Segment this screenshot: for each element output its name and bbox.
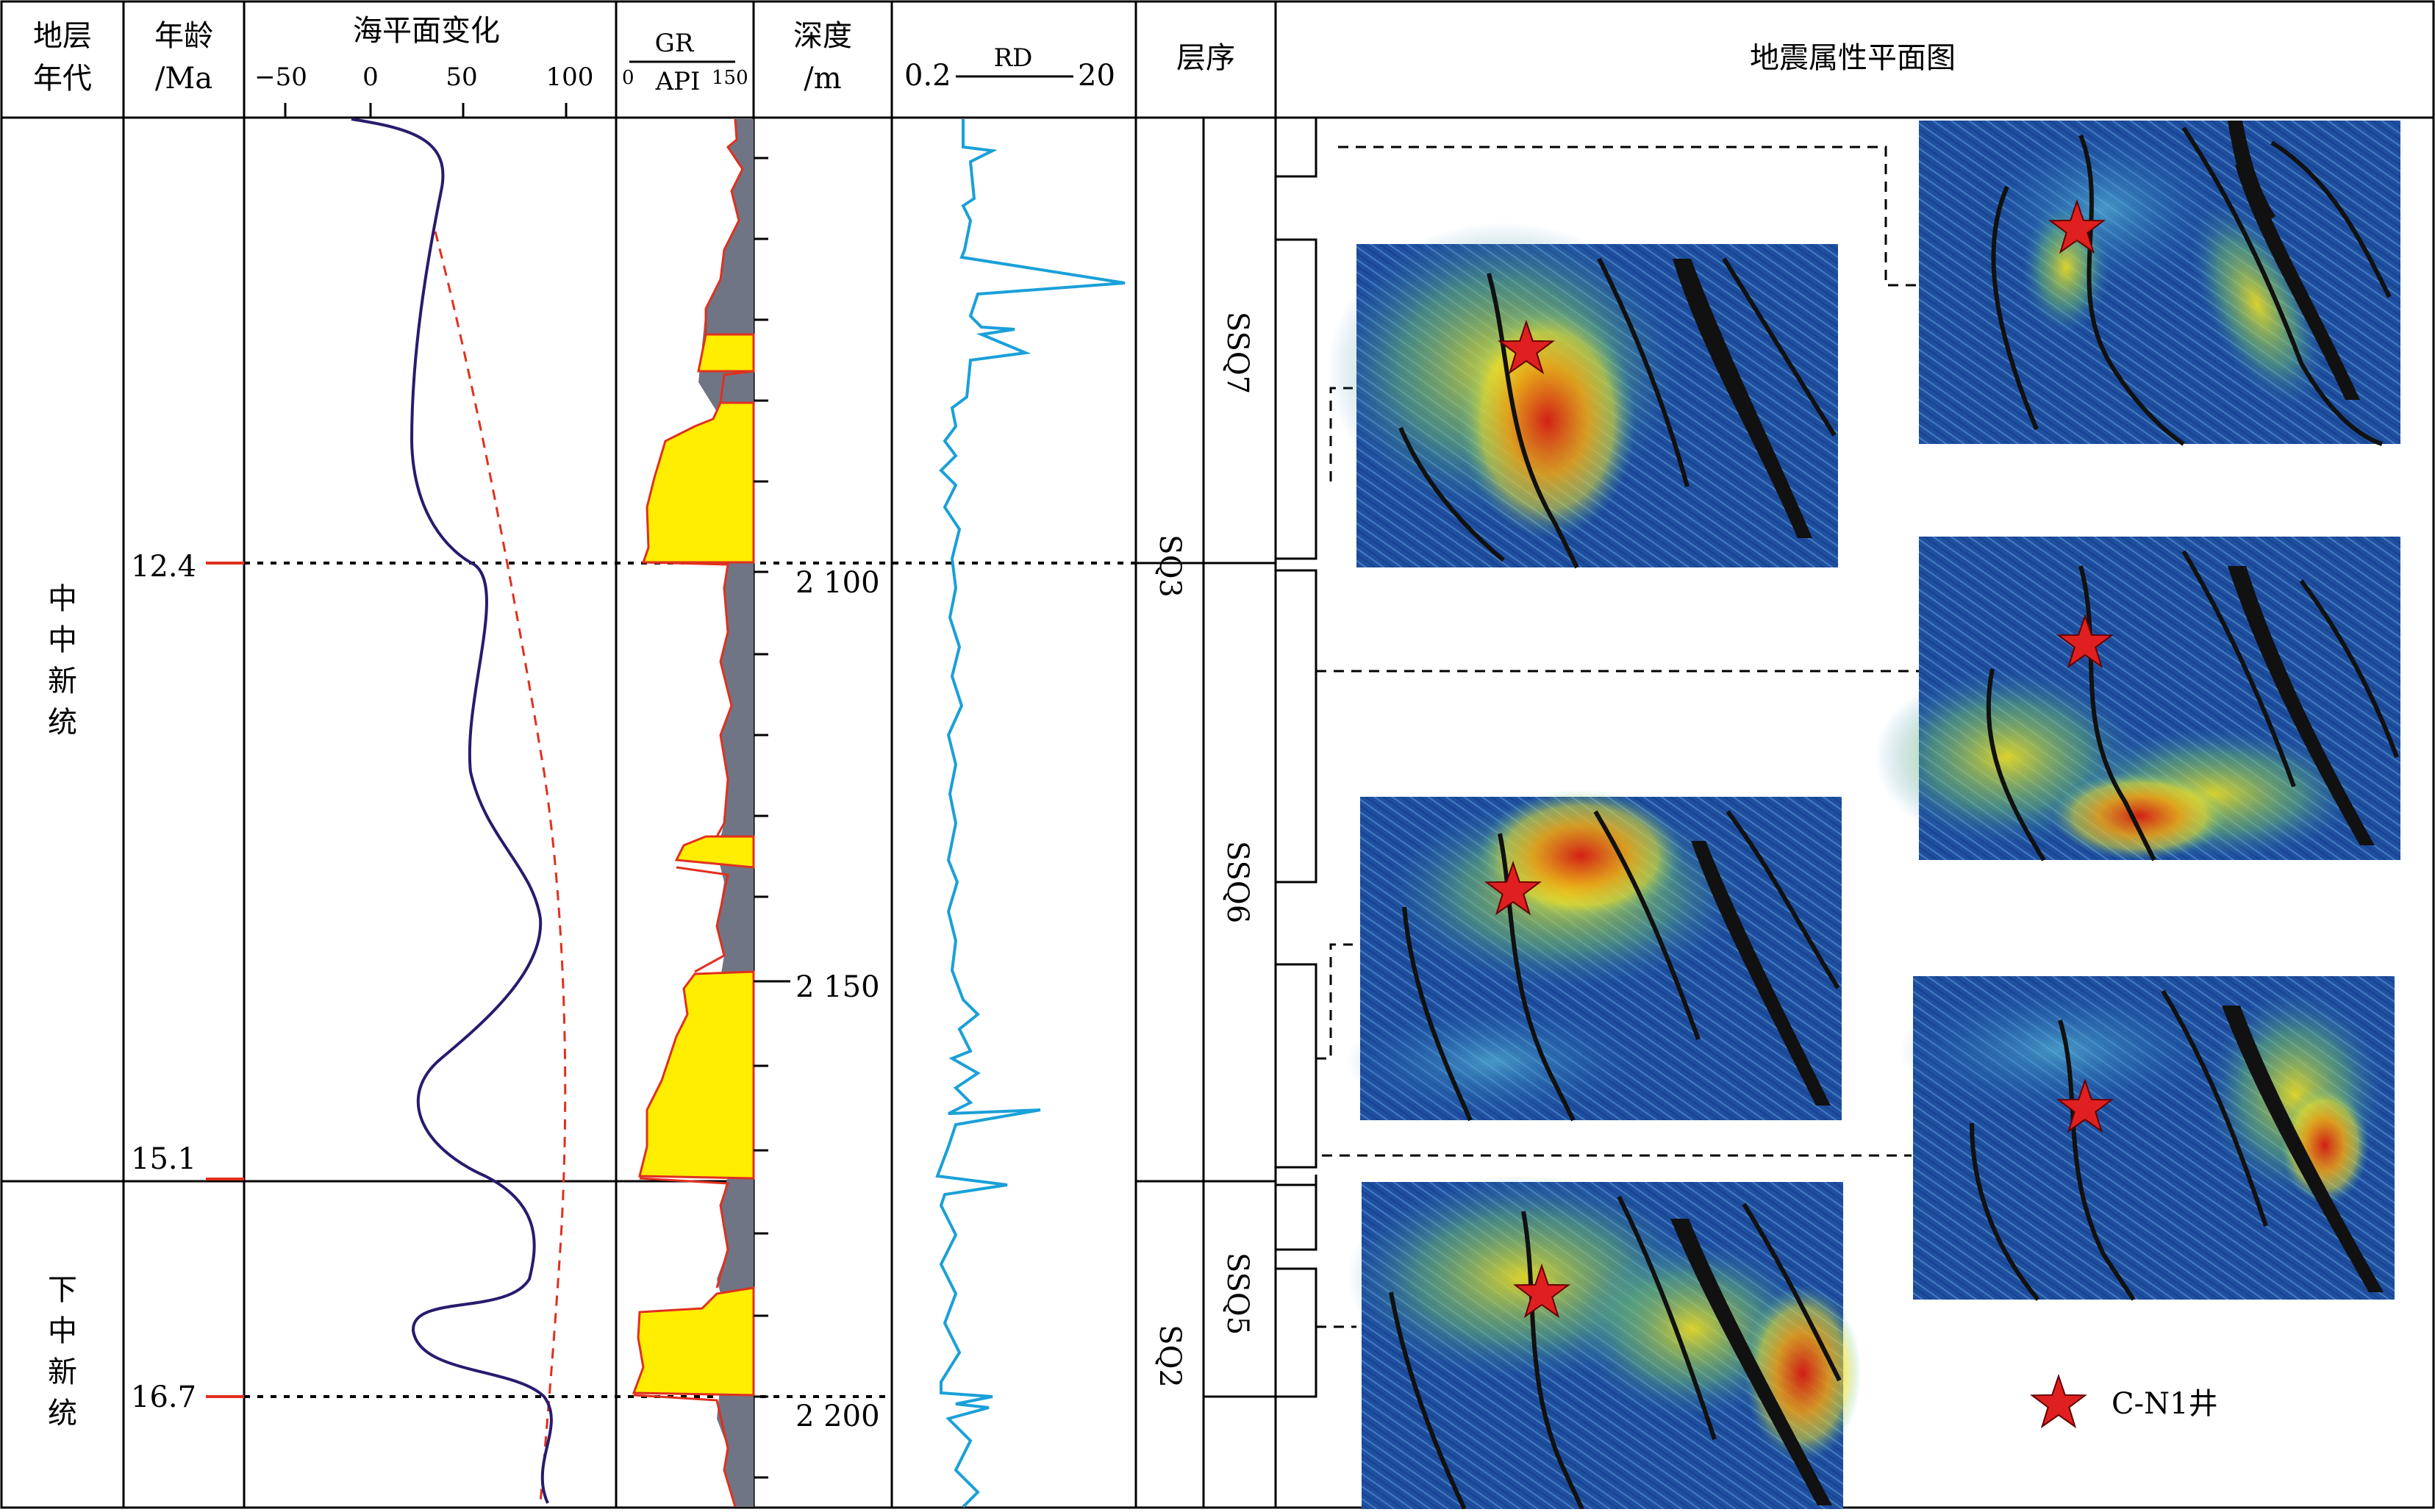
- sealevel-tick-label: 0: [362, 62, 379, 92]
- header-gr: GR: [655, 29, 695, 58]
- sealevel-axis-ticks: [284, 103, 568, 118]
- age-label: 15.1: [131, 1142, 196, 1176]
- depth-ticks: [754, 157, 790, 1479]
- legend-star-icon: [2029, 1373, 2088, 1429]
- gr-sand-fill: [632, 333, 755, 1397]
- sealevel-trend-curve: [434, 231, 567, 1504]
- header-gr-unit: API: [655, 67, 701, 96]
- series-char: 统: [48, 1397, 77, 1430]
- header-strat-age-1: 地层: [33, 19, 92, 53]
- well-star-icon: [1484, 860, 1542, 916]
- series-char: 统: [48, 706, 77, 739]
- cycle-brackets: [1276, 116, 1317, 1398]
- gr-curve: [633, 118, 754, 1508]
- seismic-map: [1345, 789, 1842, 1122]
- header-depth-1: 深度: [793, 19, 852, 53]
- age-label: 12.4: [131, 550, 196, 584]
- well-star-icon: [2056, 1078, 2114, 1133]
- series-char: 新: [48, 1355, 77, 1389]
- series-lower: 下 中 新 统: [48, 1273, 77, 1430]
- seismic-map: [1347, 1175, 1862, 1511]
- seismic-map: [1898, 976, 2395, 1301]
- well-star-icon: [1497, 319, 1556, 375]
- seismic-maps: [1327, 121, 2400, 1511]
- well-star-icon: [2048, 198, 2106, 254]
- well-star-icon: [2056, 613, 2114, 669]
- sealevel-tick-label: 100: [546, 62, 594, 92]
- sequence-major-label: SQ2: [1153, 1325, 1187, 1388]
- well-stars: [1484, 198, 2114, 1319]
- depth-label: 2 100: [795, 566, 880, 600]
- column-headers: 地层 年代 年龄 /Ma 海平面变化 −50 0 50 100 GR 0 API…: [33, 14, 1956, 118]
- series-char: 中: [48, 623, 77, 657]
- sequence-dividers: [1136, 118, 1276, 1508]
- age-label: 16.7: [131, 1380, 196, 1414]
- depth-label: 2 150: [795, 970, 880, 1004]
- header-strat-age-2: 年代: [33, 62, 92, 96]
- header-age-2: /Ma: [155, 62, 212, 96]
- series-upper: 中 中 新 统: [48, 582, 77, 739]
- legend-label: C-N1井: [2112, 1387, 2218, 1421]
- sequence-minor-label: SSQ7: [1220, 312, 1254, 394]
- sequence-minor-label: SSQ5: [1220, 1253, 1254, 1335]
- rd-max: 20: [1078, 59, 1115, 93]
- depth-label: 2 200: [795, 1400, 880, 1433]
- header-seismic: 地震属性平面图: [1750, 41, 1956, 75]
- seismic-map: [1327, 222, 1838, 569]
- series-char: 下: [48, 1273, 77, 1307]
- seismic-map: [1919, 121, 2400, 446]
- sequence-major-label: SQ3: [1153, 534, 1187, 598]
- sequence-minor-label: SSQ6: [1220, 841, 1254, 923]
- header-rd: RD: [994, 43, 1033, 73]
- gr-min: 0: [622, 67, 634, 89]
- sealevel-curve: [351, 118, 553, 1504]
- sealevel-tick-label: −50: [254, 62, 307, 92]
- star-icon: [2029, 1373, 2088, 1429]
- seismic-map: [1875, 537, 2400, 861]
- series-char: 中: [48, 582, 77, 616]
- gr-max: 150: [712, 67, 748, 89]
- header-depth-2: /m: [804, 62, 841, 96]
- correlation-lines: [244, 562, 1136, 1398]
- rd-curve: [935, 119, 1126, 1508]
- series-char: 中: [48, 1314, 77, 1348]
- series-char: 新: [48, 664, 77, 698]
- legend: C-N1井: [2029, 1373, 2218, 1429]
- well-star-icon: [1512, 1263, 1571, 1319]
- rd-min: 0.2: [904, 59, 951, 93]
- header-age-1: 年龄: [154, 19, 213, 53]
- age-markers: 12.4 15.1 16.7: [131, 550, 244, 1414]
- header-sealevel: 海平面变化: [353, 14, 500, 48]
- header-sequence: 层序: [1176, 41, 1235, 75]
- sealevel-tick-label: 50: [446, 62, 477, 92]
